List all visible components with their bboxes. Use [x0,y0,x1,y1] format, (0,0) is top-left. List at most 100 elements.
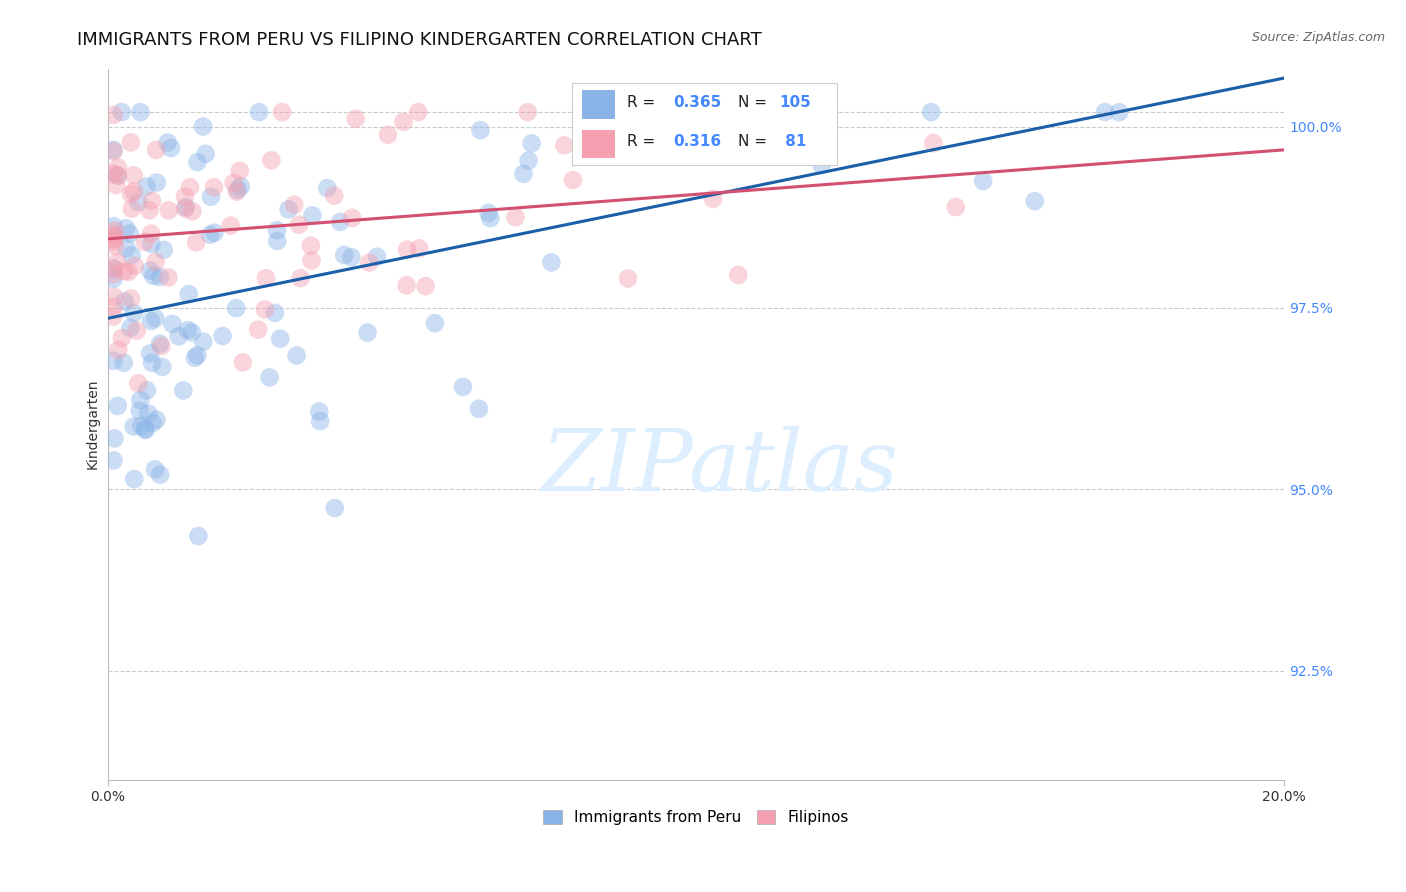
Point [922,136,945,150]
Point [972,174,994,188]
Point [520,136,543,151]
Point [344,112,367,126]
Point [1024,194,1046,209]
Point [157,270,180,285]
Point [468,401,491,416]
Point [516,105,538,120]
Text: IMMIGRANTS FROM PERU VS FILIPINO KINDERGARTEN CORRELATION CHART: IMMIGRANTS FROM PERU VS FILIPINO KINDERG… [77,31,762,49]
Point [395,278,418,293]
Point [105,178,128,192]
Point [103,354,125,368]
Point [540,255,562,269]
Point [225,301,247,315]
Point [103,261,125,276]
Point [204,226,226,240]
Point [172,384,194,398]
Point [356,326,378,340]
Point [187,529,209,543]
Point [139,346,162,360]
Point [810,158,832,172]
Point [359,255,381,269]
Point [120,186,142,201]
Point [134,423,156,437]
Point [408,241,430,255]
Point [111,331,134,345]
Point [174,202,197,216]
Point [222,176,245,190]
Text: R =: R = [627,95,659,110]
Point [141,356,163,370]
Y-axis label: Kindergarten: Kindergarten [86,379,100,469]
Point [103,144,125,158]
Point [283,198,305,212]
Point [141,194,163,208]
Point [103,227,125,242]
Point [229,164,252,178]
Point [114,294,136,309]
Point [288,218,311,232]
Point [277,202,299,217]
Point [377,128,399,142]
Point [174,189,197,203]
Point [1108,105,1130,120]
Point [104,239,127,253]
Point [120,292,142,306]
Point [149,270,172,285]
Point [121,202,143,216]
Point [150,339,173,353]
Point [128,403,150,417]
Point [451,380,474,394]
Point [141,237,163,252]
Text: 0.316: 0.316 [673,134,721,149]
Point [156,136,179,150]
Point [198,227,221,242]
Point [259,370,281,384]
Point [103,261,125,276]
Point [366,250,388,264]
Point [299,238,322,252]
Point [702,192,724,206]
Point [122,419,145,434]
Point [103,300,125,314]
Point [392,115,415,129]
Point [333,248,356,262]
Point [152,243,174,257]
Point [122,306,145,320]
Point [149,467,172,482]
Point [142,268,165,283]
Point [103,290,125,304]
Point [260,153,283,168]
Point [134,235,156,249]
Point [219,219,242,233]
Point [157,203,180,218]
Point [505,210,527,224]
Point [340,250,363,264]
Point [121,248,143,262]
Point [180,326,202,340]
Point [920,105,942,120]
Point [329,215,352,229]
Point [107,169,129,183]
Point [107,169,129,183]
Text: R =: R = [627,134,659,149]
Point [162,317,184,331]
Point [253,302,276,317]
Point [120,136,142,150]
Text: ZIPatlas: ZIPatlas [541,425,898,508]
Text: N =: N = [738,134,768,149]
Point [202,180,225,194]
Point [143,311,166,326]
Point [103,267,125,281]
Point [107,161,129,175]
Text: N =: N = [738,95,768,110]
Text: Source: ZipAtlas.com: Source: ZipAtlas.com [1251,31,1385,45]
Point [107,399,129,413]
Point [167,329,190,343]
Point [142,416,165,430]
Point [285,349,308,363]
Point [553,138,575,153]
Point [254,271,277,285]
Point [200,190,222,204]
Point [406,105,429,120]
Point [103,310,125,324]
